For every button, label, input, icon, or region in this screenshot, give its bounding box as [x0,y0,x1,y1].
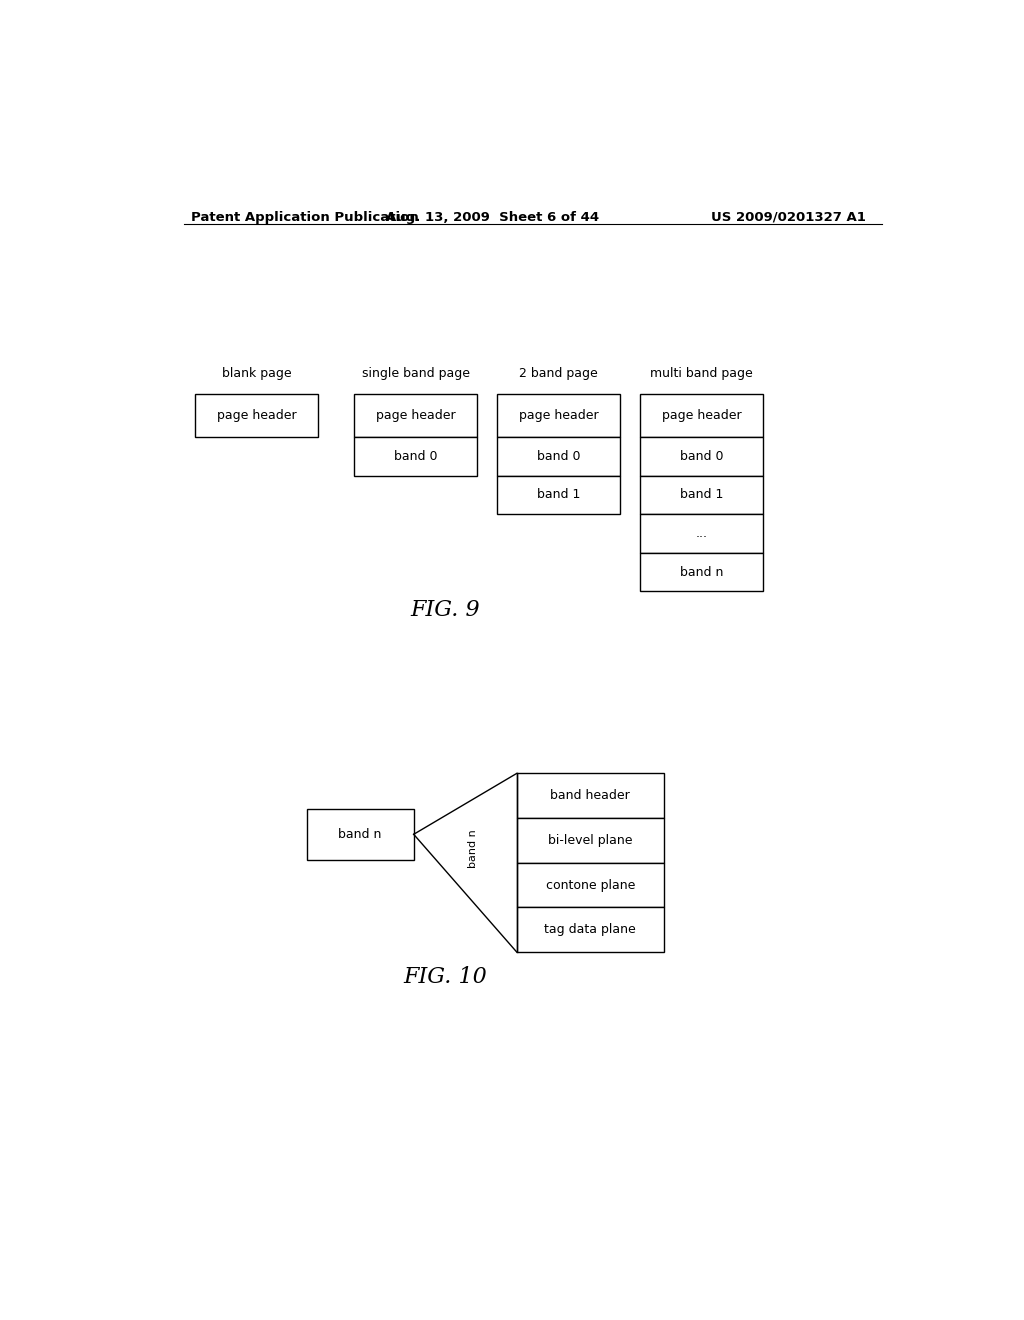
Text: blank page: blank page [222,367,292,380]
Text: FIG. 9: FIG. 9 [411,599,480,620]
Bar [640,515,763,553]
Bar [497,395,621,437]
Text: FIG. 10: FIG. 10 [403,966,487,987]
Text: band n: band n [339,828,382,841]
Bar [497,437,621,475]
Text: page header: page header [217,409,297,422]
Text: band 0: band 0 [680,450,723,463]
Text: band n: band n [468,829,478,869]
Text: band 0: band 0 [537,450,581,463]
Text: contone plane: contone plane [546,879,635,891]
Text: band header: band header [550,789,630,803]
Text: ...: ... [695,527,708,540]
Bar [517,863,664,907]
Text: page header: page header [376,409,456,422]
Text: page header: page header [519,409,598,422]
Bar [497,475,621,515]
Bar [517,774,664,818]
Text: band 1: band 1 [537,488,581,502]
Text: band 1: band 1 [680,488,723,502]
Text: US 2009/0201327 A1: US 2009/0201327 A1 [712,211,866,224]
Text: page header: page header [662,409,741,422]
Bar [640,395,763,437]
Text: multi band page: multi band page [650,367,753,380]
Bar [517,907,664,952]
Text: band n: band n [680,565,723,578]
Text: band 0: band 0 [394,450,437,463]
Bar [517,818,664,863]
Text: 2 band page: 2 band page [519,367,598,380]
Bar [196,395,318,437]
Text: tag data plane: tag data plane [545,924,636,936]
Text: Patent Application Publication: Patent Application Publication [191,211,419,224]
Bar [640,437,763,475]
Bar [354,395,477,437]
Bar [306,809,414,859]
Text: single band page: single band page [361,367,470,380]
Text: bi-level plane: bi-level plane [548,834,633,847]
Bar [640,475,763,515]
Bar [354,437,477,475]
Text: Aug. 13, 2009  Sheet 6 of 44: Aug. 13, 2009 Sheet 6 of 44 [386,211,600,224]
Bar [640,553,763,591]
